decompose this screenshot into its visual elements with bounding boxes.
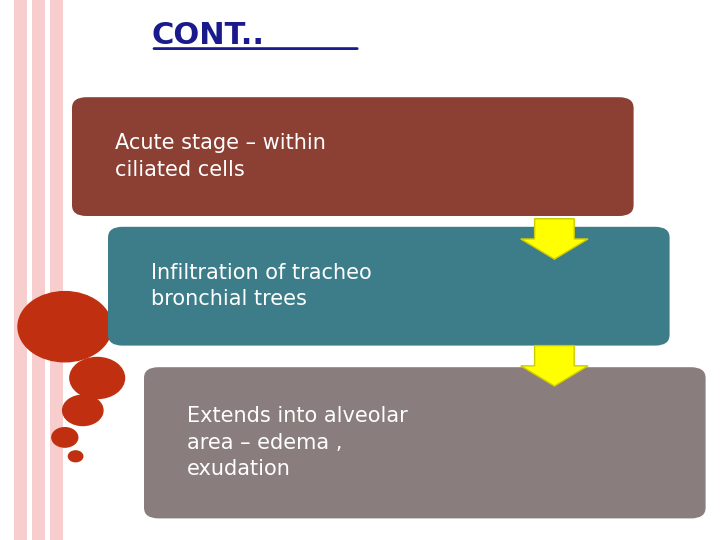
FancyBboxPatch shape	[72, 97, 634, 216]
Circle shape	[70, 357, 125, 399]
FancyBboxPatch shape	[32, 0, 45, 540]
FancyBboxPatch shape	[50, 0, 63, 540]
FancyBboxPatch shape	[14, 0, 27, 540]
FancyBboxPatch shape	[144, 367, 706, 518]
Circle shape	[63, 395, 103, 426]
Text: Extends into alveolar
area – edema ,
exudation: Extends into alveolar area – edema , exu…	[187, 407, 408, 479]
Circle shape	[52, 428, 78, 447]
Circle shape	[68, 451, 83, 462]
Polygon shape	[521, 346, 588, 386]
Text: Acute stage – within
ciliated cells: Acute stage – within ciliated cells	[115, 133, 326, 180]
Circle shape	[18, 292, 112, 362]
Text: Infiltration of tracheo
bronchial trees: Infiltration of tracheo bronchial trees	[151, 263, 372, 309]
FancyBboxPatch shape	[108, 227, 670, 346]
Text: CONT..: CONT..	[151, 21, 264, 50]
Polygon shape	[521, 219, 588, 259]
